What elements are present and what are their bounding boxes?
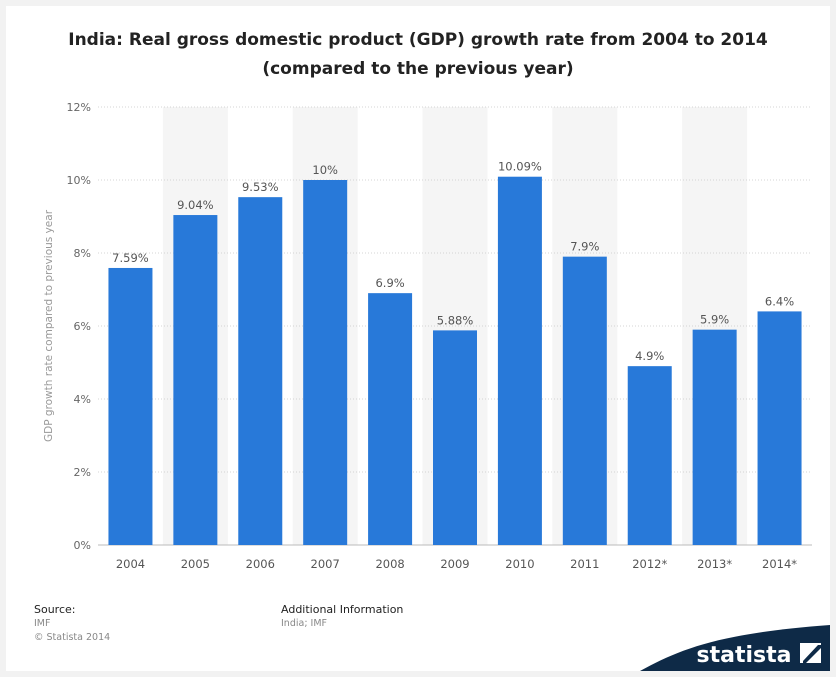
y-tick-label: 6% <box>74 320 91 333</box>
bar-2009 <box>433 330 477 545</box>
x-tick-label: 2010 <box>505 557 534 571</box>
data-label: 10% <box>312 163 338 177</box>
bar-2005 <box>173 215 218 546</box>
y-tick-label: 2% <box>74 466 91 479</box>
bar-2012* <box>627 366 672 545</box>
data-label: 6.9% <box>375 276 404 290</box>
x-tick-label: 2006 <box>246 557 275 571</box>
bar-2014* <box>757 311 802 545</box>
y-tick-label: 4% <box>74 393 91 406</box>
x-tick-label: 2011 <box>570 557 599 571</box>
data-label: 4.9% <box>635 349 664 363</box>
bar-2007 <box>303 180 348 545</box>
bars <box>108 176 802 546</box>
data-label: 7.59% <box>112 251 149 265</box>
y-axis-label: GDP growth rate compared to previous yea… <box>43 209 55 442</box>
additional-info-block: Additional Information India; IMF <box>281 603 403 631</box>
x-tick-label: 2005 <box>181 557 210 571</box>
bar-2011 <box>562 256 607 545</box>
bar-chart: 0% 2% 4% 6% 8% 10% 12% GDP growth rate compare… <box>43 101 812 571</box>
y-axis-ticks: 0% 2% 4% 6% 8% 10% 12% <box>67 101 91 552</box>
source-value: IMF <box>34 618 51 629</box>
data-label: 9.53% <box>242 180 279 194</box>
x-axis-ticks: 2004 2005 2006 2007 2008 2009 2010 2011 2012* 201… <box>116 557 797 571</box>
data-label: 5.88% <box>437 313 474 327</box>
bar-2013* <box>692 329 737 545</box>
x-tick-label: 2013* <box>697 557 732 571</box>
chart-title: India: Real gross domestic product (GDP)… <box>0 26 836 84</box>
y-tick-label: 0% <box>74 539 91 552</box>
x-tick-label: 2009 <box>440 557 469 571</box>
data-label: 6.4% <box>765 294 794 308</box>
title-line-2: (compared to the previous year) <box>262 59 574 79</box>
data-label: 10.09% <box>498 160 542 174</box>
bar-2010 <box>497 176 542 545</box>
additional-info-value: India; IMF <box>281 618 327 629</box>
logo-wordmark: statista <box>697 643 792 668</box>
logo-swoosh-background <box>640 625 830 671</box>
source-block: Source: IMF © Statista 2014 <box>34 603 110 645</box>
x-tick-label: 2008 <box>375 557 404 571</box>
bar-2008 <box>368 293 413 545</box>
bar-2004 <box>108 267 153 545</box>
data-label: 7.9% <box>570 240 599 254</box>
bar-2006 <box>238 197 283 545</box>
y-tick-label: 12% <box>67 101 91 114</box>
source-label: Source: <box>34 603 76 616</box>
data-label: 9.04% <box>177 198 214 212</box>
x-tick-label: 2007 <box>311 557 340 571</box>
data-labels: 7.59% 9.04% 9.53% 10% 6.9% 5.88% 10.09% 7.9% 4.9… <box>112 160 794 363</box>
x-tick-label: 2004 <box>116 557 145 571</box>
statista-logo[interactable]: statista <box>640 619 830 671</box>
data-label: 5.9% <box>700 313 729 327</box>
logo-mark-icon <box>800 643 821 663</box>
y-tick-label: 8% <box>74 247 91 260</box>
y-tick-label: 10% <box>67 174 91 187</box>
title-line-1: India: Real gross domestic product (GDP)… <box>68 30 768 50</box>
x-tick-label: 2012* <box>632 557 667 571</box>
copyright-text: © Statista 2014 <box>34 632 111 643</box>
additional-info-label: Additional Information <box>281 603 404 616</box>
x-tick-label: 2014* <box>762 557 797 571</box>
